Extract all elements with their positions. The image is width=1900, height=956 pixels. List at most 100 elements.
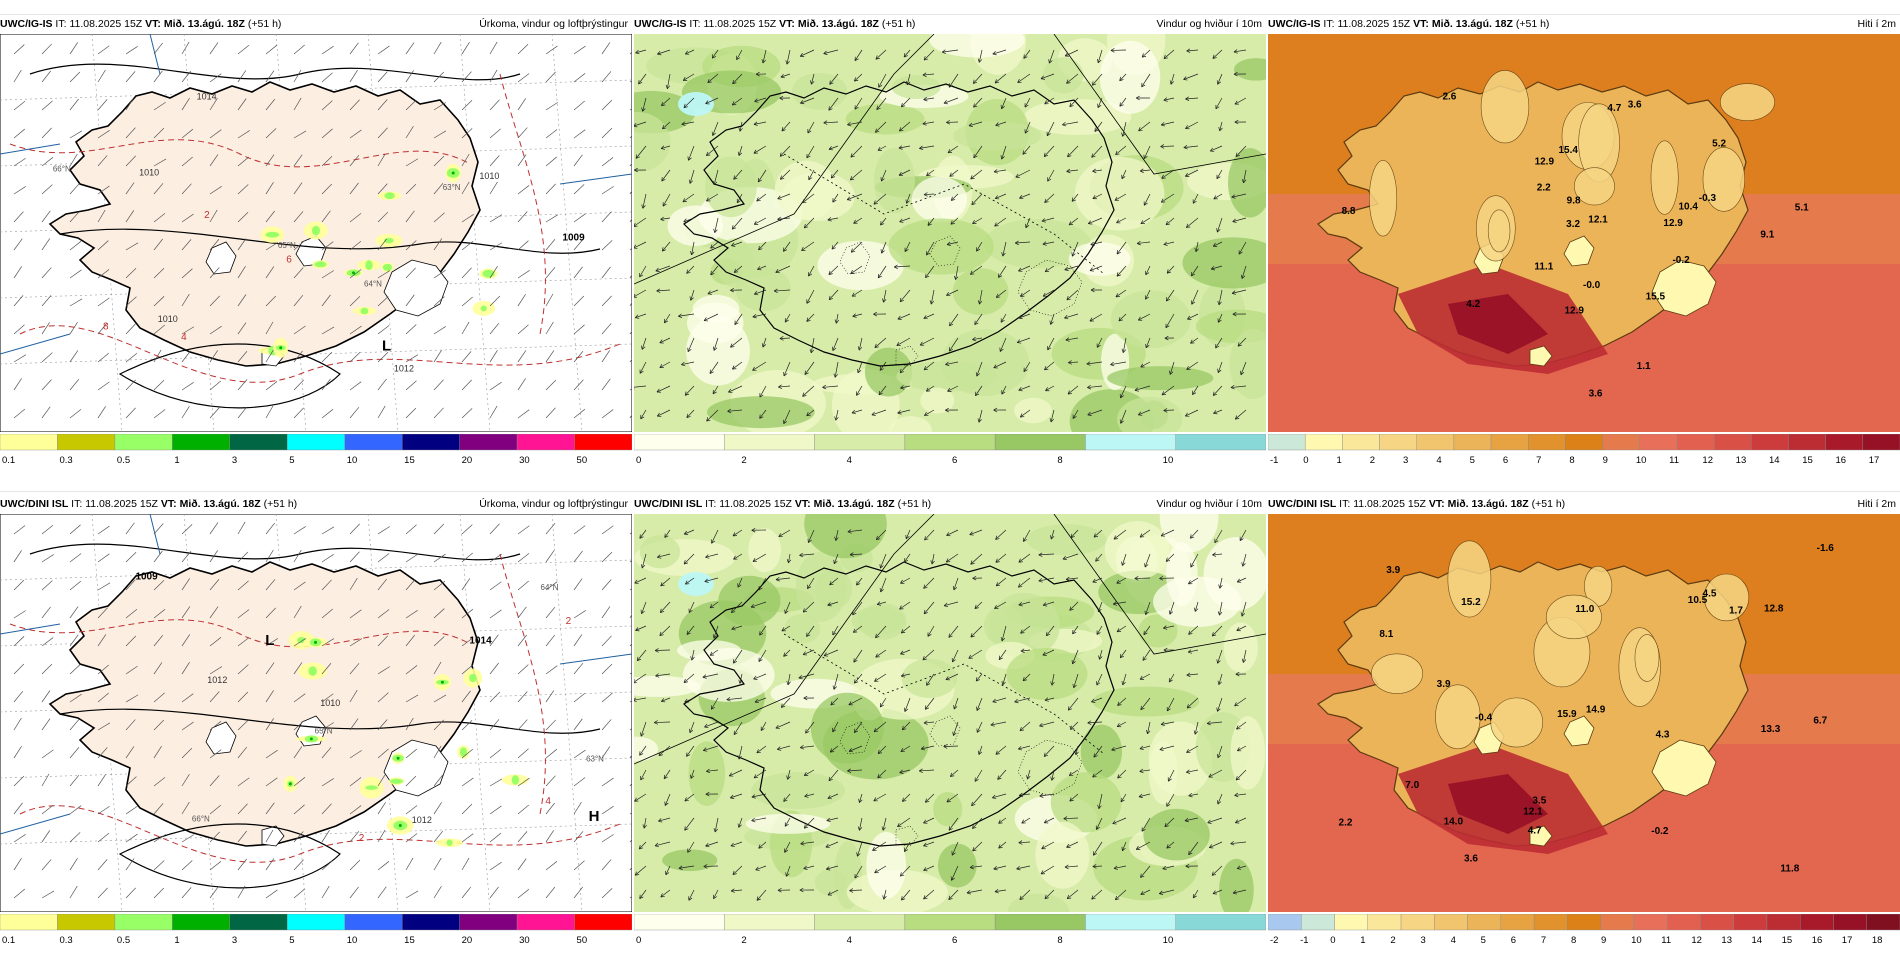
map-label-isotherm: 2: [204, 210, 210, 221]
legend-label: 14: [1769, 455, 1780, 466]
panel-title: UWC/DINI ISL IT: 11.08.2025 15Z VT: Mið.…: [1268, 496, 1900, 513]
legend-label: 10: [1163, 455, 1174, 466]
legend-label: 30: [519, 935, 530, 946]
map-label-isotherm: 6: [286, 255, 292, 266]
legend-label: 15: [1782, 935, 1793, 946]
legend-swatch: [517, 434, 574, 450]
legend-label: 6: [1503, 455, 1508, 466]
legend-swatch: [1528, 434, 1565, 450]
map-label-value: 12.1: [1588, 215, 1608, 226]
panel-wind-ig-is: UWC/IG-IS IT: 11.08.2025 15Z VT: Mið. 13…: [634, 16, 1266, 476]
legend-label: 0.5: [117, 455, 130, 466]
legend-swatch: [1826, 434, 1863, 450]
legend-label: 8: [1571, 935, 1576, 946]
model-name: UWC/DINI ISL: [1268, 498, 1336, 510]
legend-swatch: [402, 914, 459, 930]
it-label: IT:: [1323, 18, 1334, 30]
legend-label: 10: [347, 935, 358, 946]
map-label-isotherm: 4: [181, 332, 187, 343]
map-label-grid: 64°N: [541, 583, 559, 592]
legend-label: 5: [1481, 935, 1486, 946]
map-label-value: -0.0: [1583, 280, 1601, 291]
map-label-value: 3.6: [1589, 388, 1603, 399]
map-label-value: 14.9: [1586, 705, 1606, 716]
legend-swatch: [345, 914, 402, 930]
vt-label: VT:: [145, 18, 161, 30]
legend-label: 0.3: [59, 935, 72, 946]
map-label-value: 3.5: [1532, 795, 1546, 806]
map-label-value: 3.6: [1464, 853, 1478, 864]
legend-swatch: [1501, 914, 1534, 930]
legend-swatch: [724, 434, 814, 450]
map-label-low-value: 1009: [135, 572, 158, 583]
legend-label: 0: [1330, 935, 1335, 946]
map-label-isotherm: 4: [545, 796, 551, 807]
legend-swatch: [230, 434, 287, 450]
legend-swatch: [995, 434, 1085, 450]
legend-label: -1: [1270, 455, 1278, 466]
legend-swatch: [575, 914, 632, 930]
legend-swatch: [1342, 434, 1379, 450]
panel-temp-ig-is: UWC/IG-IS IT: 11.08.2025 15Z VT: Mið. 13…: [1268, 16, 1900, 476]
legend-label: 0.1: [2, 935, 15, 946]
legend-swatch: [575, 434, 632, 450]
legend-label: 12: [1702, 455, 1713, 466]
map-area[interactable]: [634, 34, 1266, 432]
field-name: Úrkoma, vindur og loftþrýstingur: [479, 496, 628, 513]
model-name: UWC/DINI ISL: [634, 498, 702, 510]
legend-swatch: [1667, 914, 1700, 930]
legend-swatch: [1634, 914, 1667, 930]
legend-label: 8: [1057, 455, 1062, 466]
vt-label: VT:: [795, 498, 811, 510]
legend-swatch: [1335, 914, 1368, 930]
map-label-value: 15.4: [1558, 145, 1578, 156]
legend-swatch: [1176, 914, 1266, 930]
map-area[interactable]: [634, 514, 1266, 912]
legend-label: 1: [1337, 455, 1342, 466]
vt-label: VT:: [779, 18, 795, 30]
map-label-value: 12.9: [1564, 305, 1584, 316]
legend-label: 4: [1436, 455, 1441, 466]
legend-swatch: [460, 434, 517, 450]
vt-value: Mið. 13.ágú. 18Z: [814, 498, 895, 510]
map-label-grid: 65°N: [315, 726, 333, 735]
it-value: 11.08.2025 15Z: [85, 498, 158, 510]
model-name: UWC/IG-IS: [0, 18, 53, 30]
legend-label: 0: [636, 455, 641, 466]
legend-swatch: [1434, 914, 1467, 930]
legend-swatch: [1863, 434, 1900, 450]
legend-swatch: [1601, 914, 1634, 930]
it-value: 11.08.2025 15Z: [1337, 18, 1410, 30]
legend-swatch: [1491, 434, 1528, 450]
legend-label: 50: [577, 455, 588, 466]
panel-title: UWC/IG-IS IT: 11.08.2025 15Z VT: Mið. 13…: [634, 16, 1266, 33]
field-name: Vindur og hviður í 10m: [1157, 16, 1262, 33]
it-value: 11.08.2025 15Z: [703, 18, 776, 30]
map-canvas: [634, 34, 1266, 432]
legend-label: 10: [347, 455, 358, 466]
legend-swatch: [634, 434, 724, 450]
legend-label: 2: [741, 935, 746, 946]
map-label-grid: 63°N: [443, 183, 461, 192]
legend-label: 0.1: [2, 455, 15, 466]
panel-precip-dini-isl: UWC/DINI ISL IT: 11.08.2025 15Z VT: Mið.…: [0, 496, 632, 956]
legend-label: 12: [1691, 935, 1702, 946]
map-label-value: 12.8: [1764, 604, 1784, 615]
it-label: IT:: [71, 498, 82, 510]
map-label-value: 12.9: [1663, 218, 1683, 229]
legend-swatch: [1417, 434, 1454, 450]
panel-temp-dini-isl: UWC/DINI ISL IT: 11.08.2025 15Z VT: Mið.…: [1268, 496, 1900, 956]
legend-label: 20: [462, 935, 473, 946]
legend-swatch: [1567, 914, 1600, 930]
legend-swatch: [57, 434, 114, 450]
panel-wind-dini-isl: UWC/DINI ISL IT: 11.08.2025 15Z VT: Mið.…: [634, 496, 1266, 956]
legend-label: 2: [1390, 935, 1395, 946]
map-label-isobar: 1012: [394, 364, 414, 374]
map-label-isobar: 1010: [139, 167, 159, 177]
